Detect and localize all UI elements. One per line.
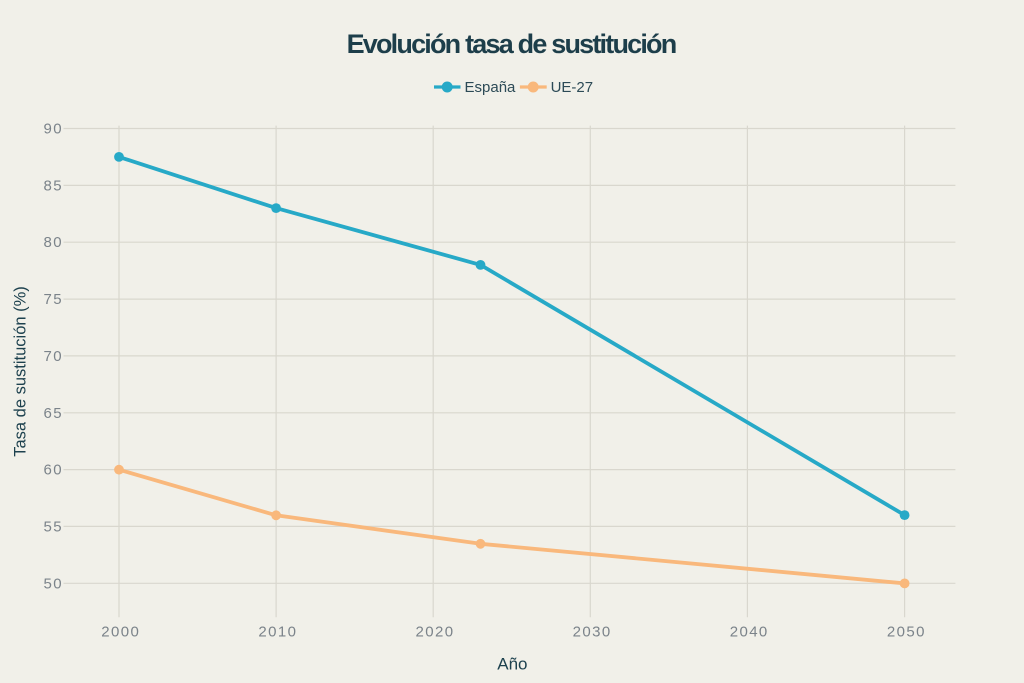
svg-text:2030: 2030 bbox=[573, 623, 612, 640]
svg-text:85: 85 bbox=[44, 177, 64, 194]
svg-text:España: España bbox=[465, 79, 517, 96]
svg-text:2040: 2040 bbox=[730, 623, 769, 640]
svg-text:90: 90 bbox=[44, 121, 64, 138]
svg-text:70: 70 bbox=[44, 348, 64, 365]
svg-text:2010: 2010 bbox=[258, 623, 297, 640]
svg-text:65: 65 bbox=[44, 405, 64, 422]
svg-text:55: 55 bbox=[44, 518, 64, 535]
svg-text:80: 80 bbox=[44, 234, 64, 251]
svg-text:UE-27: UE-27 bbox=[551, 79, 594, 96]
svg-text:2000: 2000 bbox=[101, 623, 140, 640]
svg-text:Tasa de sustitución (%): Tasa de sustitución (%) bbox=[12, 286, 30, 457]
svg-text:2050: 2050 bbox=[887, 623, 926, 640]
svg-text:50: 50 bbox=[44, 575, 64, 592]
svg-text:Evolución tasa de sustitución: Evolución tasa de sustitución bbox=[347, 29, 676, 59]
svg-text:Año: Año bbox=[497, 655, 527, 674]
svg-text:60: 60 bbox=[44, 462, 64, 479]
svg-text:2020: 2020 bbox=[416, 623, 455, 640]
svg-text:75: 75 bbox=[44, 291, 64, 308]
